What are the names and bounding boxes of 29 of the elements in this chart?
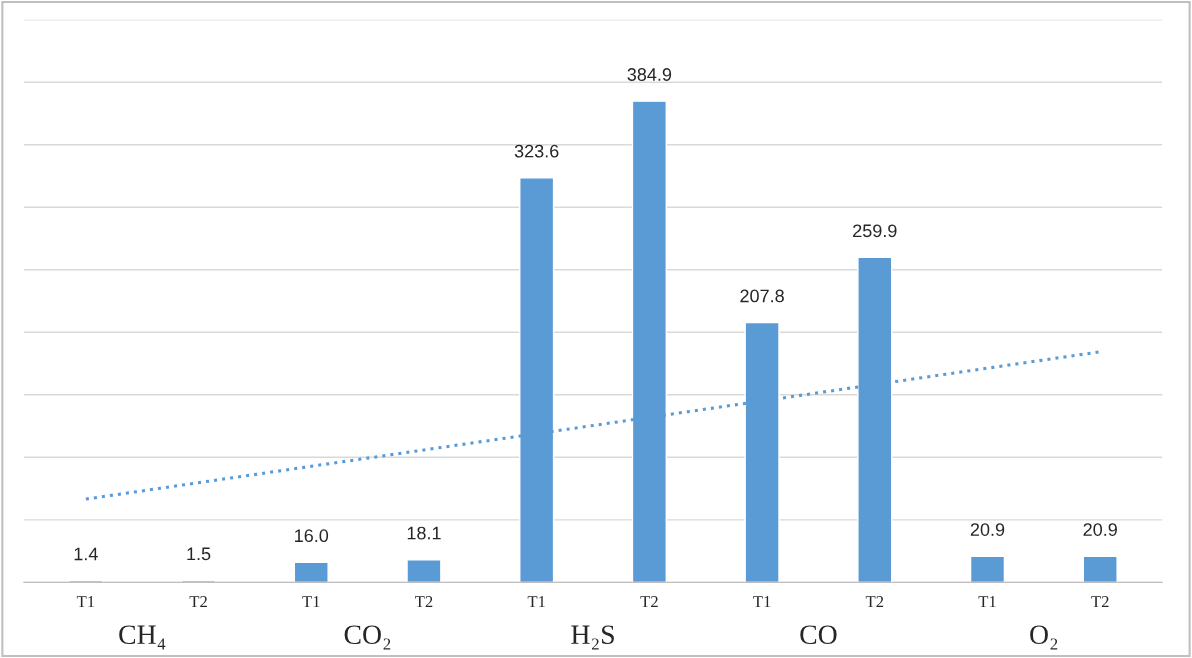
- x-tick-label: T2: [189, 596, 207, 608]
- data-label: 259.9: [853, 224, 897, 238]
- x-tick-label: T2: [1091, 596, 1109, 608]
- data-label: 16.0: [295, 529, 329, 543]
- data-label: 18.1: [407, 526, 441, 540]
- data-label: 20.9: [1083, 523, 1117, 536]
- bar: [406, 559, 442, 583]
- bar: [969, 555, 1006, 583]
- bar: [293, 561, 329, 583]
- text: CO: [800, 625, 837, 645]
- data-label: 323.6: [514, 144, 559, 158]
- x-tick-label: T1: [76, 596, 95, 608]
- x-tick-label: T1: [302, 596, 320, 608]
- data-label: 1.4: [74, 547, 98, 561]
- bar: [1082, 555, 1118, 583]
- data-label: 20.9: [970, 523, 1005, 536]
- x-tick-label: T1: [527, 596, 545, 608]
- x-tick-label: T2: [640, 596, 658, 608]
- x-tick-label: T1: [978, 596, 996, 608]
- data-label: 207.8: [740, 289, 784, 303]
- x-tick-label: T2: [415, 596, 433, 608]
- text: CO₂: [344, 625, 391, 650]
- x-tick-label: T1: [753, 596, 771, 608]
- data-label: 1.5: [187, 547, 211, 561]
- text: CH₄: [119, 625, 166, 650]
- text: O₂: [1030, 625, 1058, 650]
- data-label: 384.9: [627, 68, 672, 81]
- x-tick-label: T2: [865, 596, 884, 608]
- text: H₂S: [571, 625, 614, 650]
